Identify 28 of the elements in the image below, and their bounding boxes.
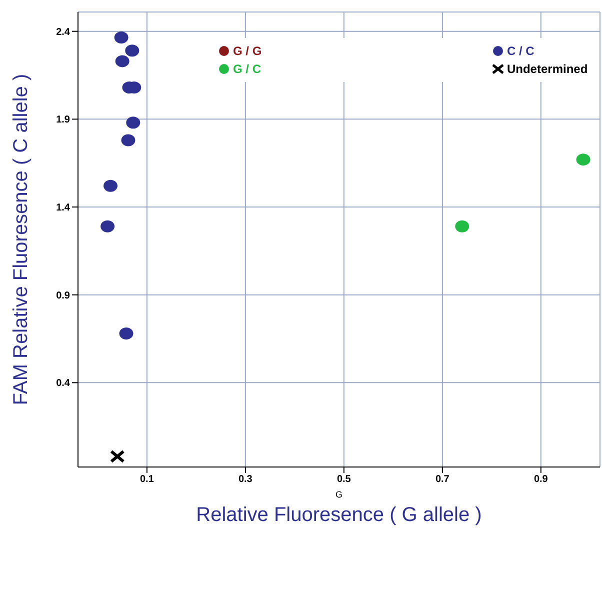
legend-label: Undetermined (506, 62, 588, 76)
point (104, 180, 118, 192)
y-tick-label: 2.4 (56, 26, 70, 38)
x-tick-label: 0.9 (534, 474, 548, 486)
point (455, 220, 470, 232)
point (126, 116, 140, 129)
point (121, 134, 136, 146)
x-tick-label: 0.7 (435, 474, 450, 486)
legend-label: C / C (506, 44, 534, 58)
x-tick-label: 0.3 (238, 474, 253, 486)
point (576, 154, 590, 166)
point (114, 31, 128, 44)
point (100, 220, 115, 232)
point (115, 55, 130, 68)
text: G (335, 489, 343, 500)
y-axis-title: FAM Relative Fluoresence ( C allele ) (10, 74, 32, 406)
point (110, 450, 125, 463)
y-tick-label: 1.9 (56, 114, 70, 126)
point (125, 44, 140, 57)
point (119, 327, 134, 340)
legend-label: G / C (233, 62, 262, 76)
x-tick-label: 0.5 (336, 474, 352, 486)
y-tick-label: 1.4 (56, 202, 70, 214)
y-tick-label: 0.9 (56, 290, 70, 302)
x-axis-title: Relative Fluoresence ( G allele ) (196, 504, 482, 526)
x-tick-label: 0.1 (140, 474, 154, 486)
legend-label: G / G (233, 44, 262, 58)
y-tick-label: 0.4 (56, 378, 70, 390)
